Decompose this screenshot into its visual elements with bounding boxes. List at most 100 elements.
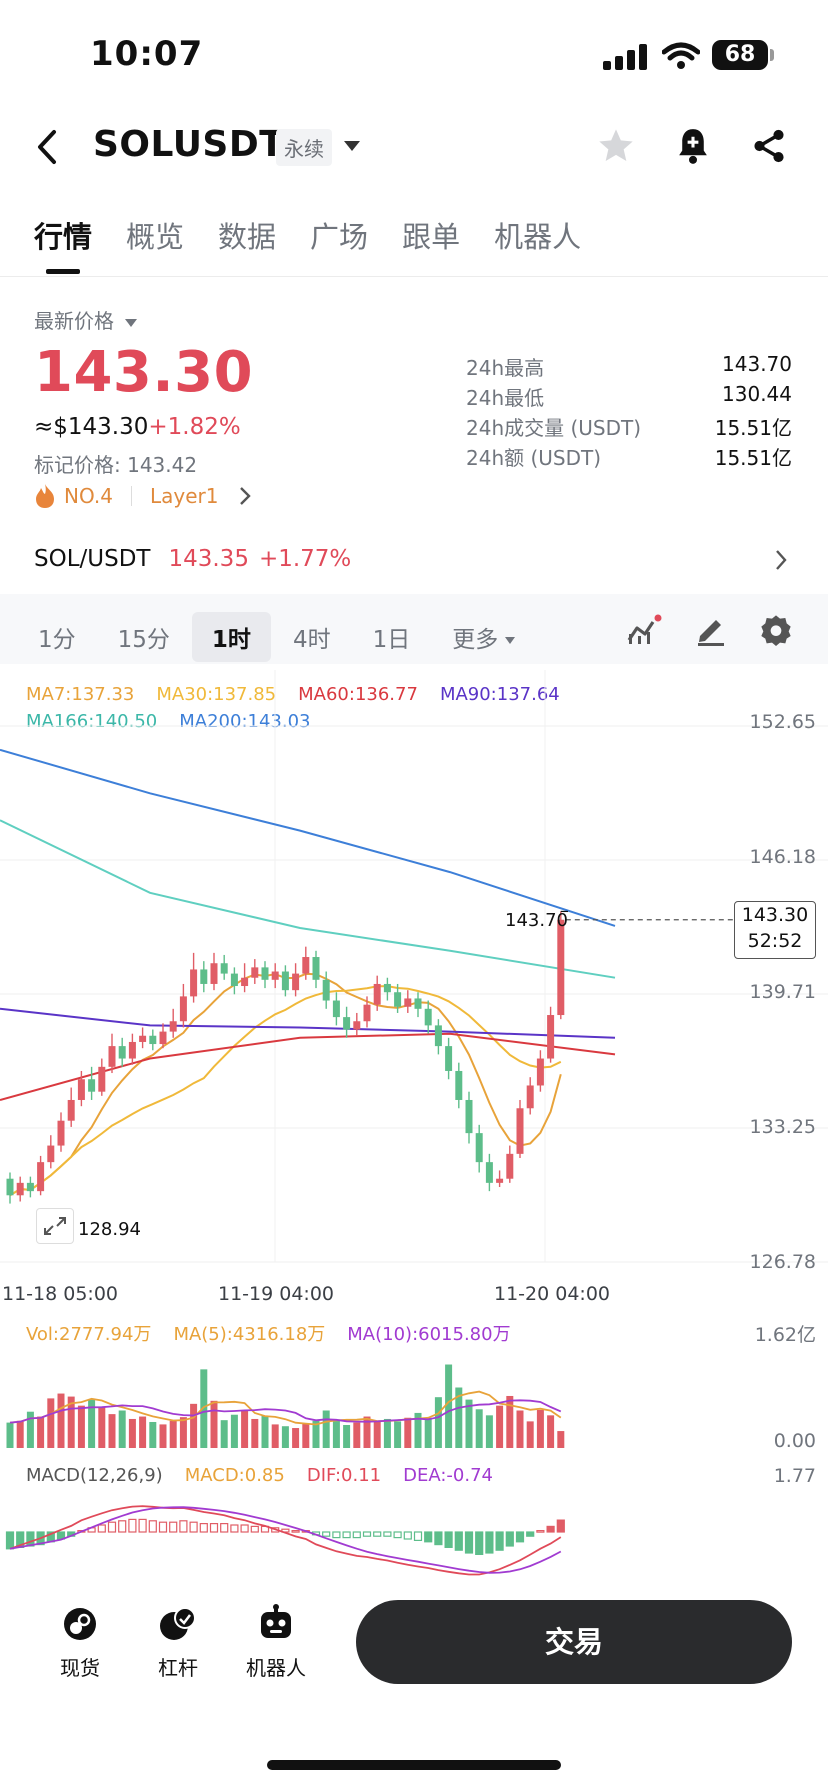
volume-bar <box>281 1426 289 1448</box>
volume-bar <box>128 1418 136 1448</box>
macd-bar <box>158 1521 168 1533</box>
candle-body <box>230 973 238 987</box>
candle-body <box>332 1000 340 1018</box>
macd-legend: MACD(12,26,9) MACD:0.85 DIF:0.11 DEA:-0.… <box>26 1465 493 1486</box>
volume-bar <box>434 1397 442 1448</box>
ma60-legend: MA60:136.77 <box>298 684 418 705</box>
interval-more[interactable]: 更多 <box>452 620 516 654</box>
macd-bar <box>352 1531 361 1539</box>
candle-body <box>404 998 412 1007</box>
ma200-legend: MA200:143.03 <box>179 711 311 732</box>
status-time: 10:07 <box>90 34 204 74</box>
tab-copy-trade[interactable]: 跟单 <box>402 220 461 254</box>
macd-bar <box>536 1529 545 1533</box>
macd-bar <box>515 1531 525 1543</box>
candle-body <box>261 967 269 980</box>
macd-bar <box>107 1521 117 1533</box>
macd-chart <box>5 1505 565 1576</box>
trade-button[interactable]: 交易 <box>356 1600 792 1684</box>
candle-body <box>363 1004 371 1022</box>
interval-1d[interactable]: 1日 <box>372 627 411 653</box>
tab-square[interactable]: 广场 <box>310 220 369 254</box>
volume-bar <box>394 1421 402 1448</box>
x-tick: 11-18 05:00 <box>2 1283 119 1305</box>
macd-bar <box>5 1531 15 1550</box>
stat-row: 24h最高 143.70 <box>466 352 792 380</box>
interval-15m[interactable]: 15分 <box>117 627 170 653</box>
volume-bar <box>455 1387 463 1448</box>
interval-4h[interactable]: 4时 <box>292 627 331 653</box>
candle-body <box>88 1079 96 1092</box>
candle-body <box>394 992 402 1007</box>
ma30-line <box>9 985 562 1197</box>
ma166-line <box>0 819 616 979</box>
nav-bot[interactable]: 机器人 <box>231 1604 321 1681</box>
latest-price-label[interactable]: 最新价格 <box>34 305 138 334</box>
macd-bar <box>291 1529 300 1533</box>
usd-price: ≈$143.30 <box>34 414 149 440</box>
caret-down-icon <box>125 318 138 327</box>
tab-market[interactable]: 行情 <box>34 220 93 254</box>
candle-body <box>98 1066 106 1092</box>
candlestick-chart[interactable] <box>0 670 828 1270</box>
interval-1h[interactable]: 1时 <box>191 612 271 662</box>
expand-chart-button[interactable] <box>36 1208 74 1244</box>
macd-bar <box>362 1531 372 1537</box>
share-icon[interactable] <box>750 126 788 166</box>
tab-overview[interactable]: 概览 <box>126 220 185 254</box>
candle-body <box>312 957 320 980</box>
candle-body <box>373 983 381 1005</box>
nav-margin[interactable]: 杠杆 <box>133 1604 223 1681</box>
spot-pair-row[interactable]: SOL/USDT 143.35 +1.77% <box>34 546 351 572</box>
draw-tool-icon[interactable] <box>694 614 728 646</box>
star-icon[interactable] <box>596 126 636 166</box>
x-tick: 11-19 04:00 <box>218 1283 335 1305</box>
candle-body <box>37 1162 45 1192</box>
bell-icon[interactable] <box>674 126 712 166</box>
vol-ma10-legend: MA(10):6015.80万 <box>347 1324 511 1345</box>
volume-bar <box>190 1403 198 1448</box>
volume-bar <box>37 1416 45 1448</box>
vol-ma10-line <box>9 1399 562 1424</box>
dropdown-caret-icon[interactable] <box>342 139 362 153</box>
macd-params: MACD(12,26,9) <box>26 1465 163 1486</box>
indicator-icon[interactable] <box>626 614 662 646</box>
back-arrow-icon[interactable] <box>34 128 60 166</box>
candle-body <box>241 977 249 987</box>
fire-icon <box>36 484 54 508</box>
ma-legend-row1: MA7:137.33 MA30:137.85 MA60:136.77 MA90:… <box>26 684 560 705</box>
candle-body <box>465 1099 473 1134</box>
spot-icon <box>64 1608 96 1640</box>
candle-body <box>292 973 300 991</box>
chevron-right-icon[interactable] <box>774 549 788 571</box>
macd-y-tick: 1.77 <box>773 1465 816 1487</box>
rank-badges[interactable]: NO.4 Layer1 <box>34 483 252 509</box>
macd-bar <box>454 1531 463 1551</box>
dif-value: DIF:0.11 <box>306 1465 382 1486</box>
interval-1m[interactable]: 1分 <box>38 627 76 653</box>
vol-ma5-line <box>9 1390 562 1426</box>
candle-body <box>169 1021 177 1032</box>
volume-bar <box>6 1422 14 1448</box>
ma90-legend: MA90:137.64 <box>439 684 560 705</box>
candle-body <box>353 1021 361 1030</box>
symbol-title[interactable]: SOLUSDT <box>93 124 285 165</box>
candle-body <box>26 1182 34 1192</box>
macd-bar <box>169 1521 178 1533</box>
caret-down-icon <box>505 637 516 644</box>
volume-bar <box>108 1414 116 1448</box>
home-indicator <box>267 1760 561 1770</box>
nav-spot[interactable]: 现货 <box>35 1604 125 1681</box>
volume-bar <box>88 1399 96 1448</box>
ma30-legend: MA30:137.85 <box>156 684 277 705</box>
volume-bar <box>271 1424 279 1448</box>
tab-bot[interactable]: 机器人 <box>494 220 582 254</box>
volume-bar <box>363 1416 371 1448</box>
candle-body <box>16 1182 24 1196</box>
volume-bar <box>179 1417 187 1448</box>
y-tick: 146.18 <box>749 846 816 868</box>
candle-body <box>496 1178 504 1183</box>
settings-gear-icon[interactable] <box>760 614 792 646</box>
tab-data[interactable]: 数据 <box>218 220 277 254</box>
volume-bar <box>230 1414 238 1448</box>
